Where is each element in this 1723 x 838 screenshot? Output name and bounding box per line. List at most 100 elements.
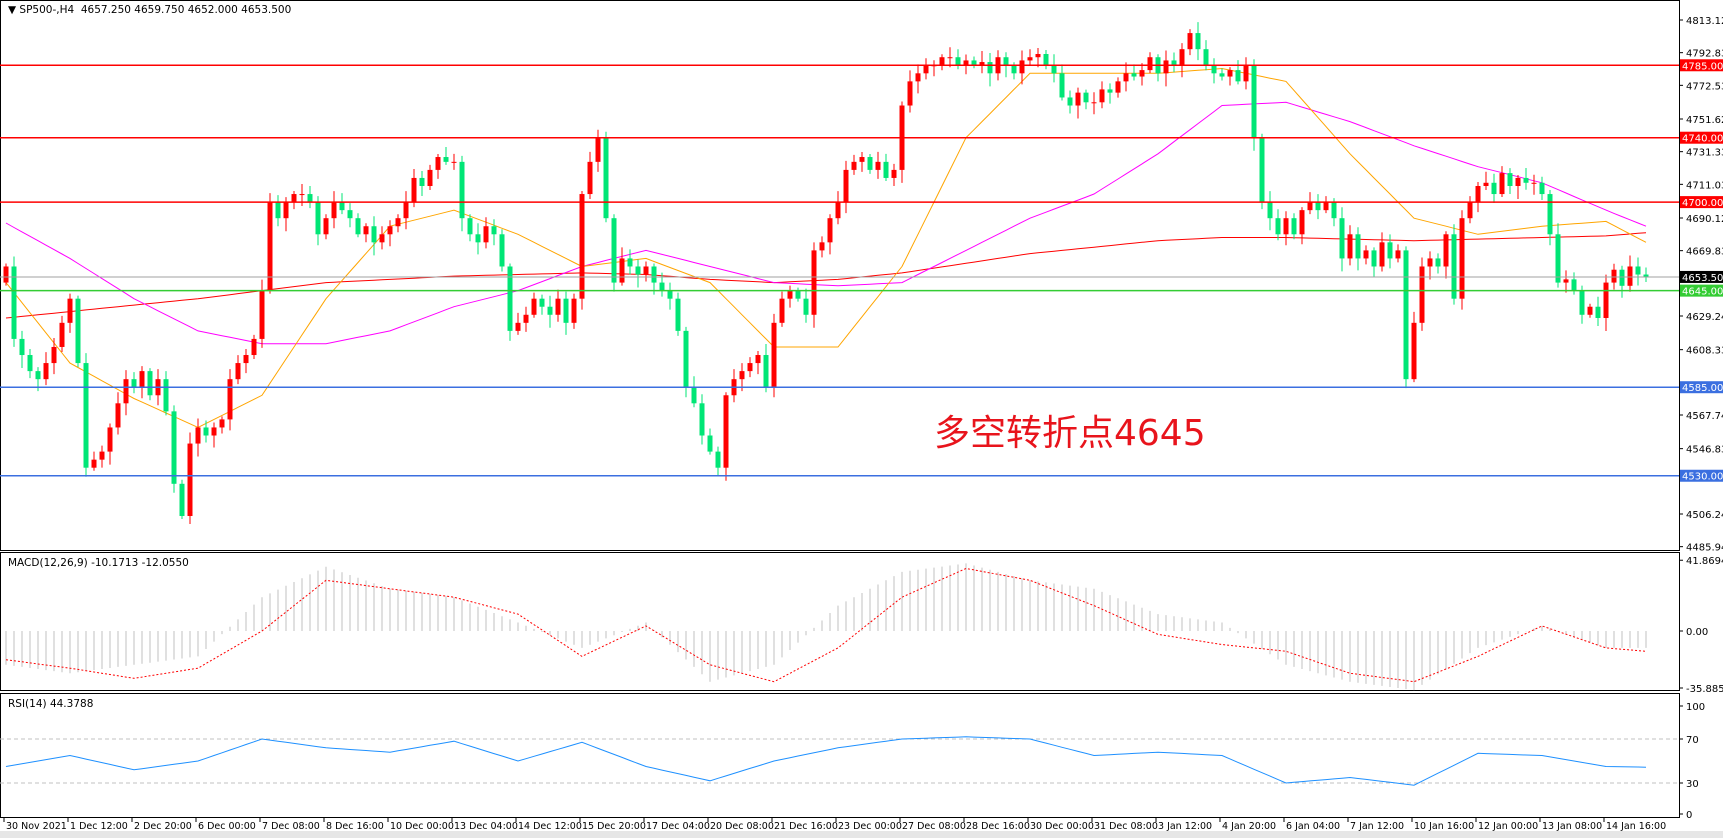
candle-bull — [435, 157, 441, 170]
ohlc-readout: 4657.250 4659.750 4652.000 4653.500 — [80, 4, 292, 16]
level-tag-label: 4740.000 — [1682, 134, 1723, 145]
macd-panel-frame — [0, 552, 1680, 691]
candle-bear — [27, 355, 33, 372]
candle-bear — [883, 161, 889, 178]
macd-tick-label: 0.00 — [1686, 627, 1708, 638]
candle-bull — [643, 266, 649, 275]
candle-bull — [531, 298, 537, 315]
candle-bear — [1171, 60, 1177, 66]
candle-bear — [987, 62, 993, 74]
time-tick-label: 31 Dec 08:00 — [1094, 821, 1158, 832]
candle-bear — [1387, 242, 1393, 259]
candle-bull — [363, 226, 369, 235]
triangle-down-icon[interactable]: ▼ — [8, 4, 20, 16]
candle-bull — [947, 57, 953, 59]
candle-bull — [67, 298, 73, 323]
candle-bull — [1379, 242, 1385, 267]
candle-bear — [1083, 92, 1089, 103]
candle-bear — [1043, 54, 1049, 66]
candle-bull — [235, 363, 241, 380]
candle-bull — [219, 419, 225, 428]
candle-bear — [563, 298, 569, 323]
candle-bear — [163, 379, 169, 412]
candle-bear — [1579, 290, 1585, 315]
candle-bear — [539, 298, 545, 307]
candle-bull — [755, 355, 761, 364]
candle-bear — [1571, 279, 1577, 291]
candle-bull — [1475, 186, 1481, 203]
price-tick-label: 4567.740 — [1686, 411, 1723, 422]
level-tag — [1680, 284, 1723, 297]
candle-bear — [19, 338, 25, 356]
macd-tick-label: -35.8856 — [1686, 684, 1723, 695]
candle-bull — [859, 157, 865, 162]
rsi-label: RSI(14) 44.3788 — [8, 698, 94, 710]
candle-bull — [595, 137, 601, 162]
candle-bull — [555, 298, 561, 315]
price-tick-label: 4690.125 — [1686, 214, 1723, 225]
candle-bull — [1283, 218, 1289, 235]
candle-bear — [683, 330, 689, 388]
time-tick-label: 6 Jan 04:00 — [1286, 821, 1340, 832]
candle-bull — [1395, 250, 1401, 259]
price-tick-label: 4731.330 — [1686, 148, 1723, 159]
level-tag-label: 4785.000 — [1682, 61, 1723, 72]
candle-bull — [723, 395, 729, 468]
candle-bull — [939, 57, 945, 66]
candle-bear — [315, 202, 321, 235]
pivot-annotation: 多空转折点4645 — [934, 413, 1206, 454]
candle-bear — [867, 157, 873, 170]
candle-bear — [419, 177, 425, 187]
rsi-tick-label: 30 — [1686, 779, 1699, 790]
price-tick-label: 4751.625 — [1686, 115, 1723, 126]
level-tag-label: 4645.000 — [1682, 287, 1723, 298]
candle-bear — [651, 266, 657, 283]
candle-bull — [107, 427, 113, 452]
candle-bull — [267, 202, 273, 291]
time-tick-label: 10 Jan 16:00 — [1414, 821, 1474, 832]
candle-bull — [299, 194, 305, 196]
candle-bull — [1035, 54, 1041, 58]
candle-bull — [291, 194, 297, 203]
candle-bear — [1059, 73, 1065, 98]
price-tick-label: 4506.240 — [1686, 510, 1723, 521]
candle-bear — [1011, 65, 1017, 74]
candle-bull — [843, 169, 849, 203]
rsi-tick-label: 0 — [1686, 810, 1692, 821]
candle-bull — [283, 202, 289, 219]
rsi-tick-label: 100 — [1686, 702, 1705, 713]
candle-bear — [467, 218, 473, 235]
candle-bull — [43, 363, 49, 380]
candle-bull — [1123, 73, 1129, 82]
time-tick-label: 30 Dec 00:00 — [1030, 821, 1094, 832]
candle-bull — [1163, 60, 1169, 74]
candle-bull — [1227, 70, 1233, 77]
candle-bull — [1099, 89, 1105, 103]
candle-bear — [371, 226, 377, 243]
time-tick-label: 15 Dec 20:00 — [582, 821, 646, 832]
candle-bear — [627, 258, 633, 267]
price-tick-label: 4608.330 — [1686, 346, 1723, 357]
candle-bear — [1491, 182, 1497, 195]
candle-bull — [1243, 65, 1249, 82]
candle-bull — [211, 427, 217, 436]
candle-bull — [1347, 234, 1353, 259]
candle-bear — [1635, 266, 1641, 275]
candle-bull — [1019, 60, 1025, 74]
candle-bull — [787, 290, 793, 299]
candle-bull — [771, 322, 777, 388]
candle-bear — [355, 218, 361, 235]
candle-bear — [1259, 137, 1265, 203]
candle-bear — [499, 234, 505, 267]
candle-bull — [187, 443, 193, 516]
candle-bear — [1435, 258, 1441, 267]
rsi-line — [5, 736, 1647, 786]
candle-bull — [139, 371, 145, 388]
candle-bull — [1363, 250, 1369, 259]
horizontal-scrollbar[interactable] — [0, 831, 1723, 838]
candle-bull — [1147, 57, 1153, 71]
candle-bear — [971, 60, 977, 66]
candle-bear — [1003, 57, 1009, 66]
candle-bear — [1235, 70, 1241, 82]
candle-bull — [1419, 266, 1425, 323]
